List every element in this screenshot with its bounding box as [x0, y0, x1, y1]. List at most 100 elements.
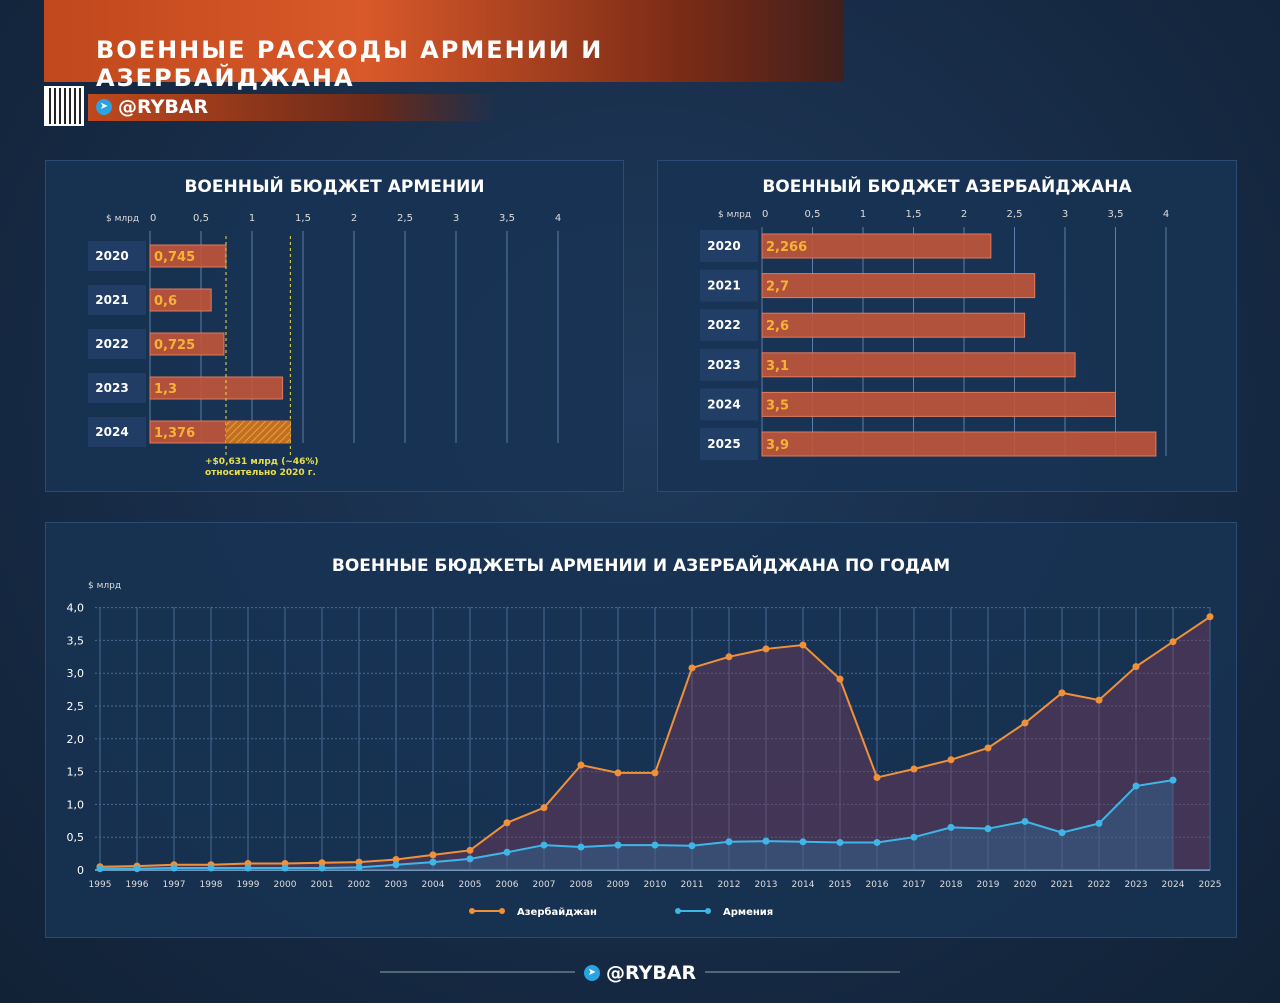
- bar-2021: [149, 288, 212, 312]
- data-point: [947, 823, 955, 831]
- data-point: [170, 864, 178, 872]
- year-cell: [88, 329, 146, 359]
- year-label: 2020: [707, 239, 740, 253]
- x-tick-label: 2019: [977, 880, 1000, 890]
- armenia-chart-title: ВОЕННЫЙ БЮДЖЕТ АРМЕНИИ: [184, 177, 485, 197]
- x-tick-label: 2000: [274, 880, 297, 890]
- value-label: 3,5: [766, 398, 789, 413]
- increase-hatch: [225, 421, 291, 443]
- line-chart-title: ВОЕННЫЕ БЮДЖЕТЫ АРМЕНИИ И АЗЕРБАЙДЖАНА П…: [331, 556, 951, 576]
- annotation-line-1: +$0,631 млрд (~46%): [205, 457, 319, 467]
- value-label: 2,7: [766, 280, 789, 295]
- data-point: [614, 841, 622, 849]
- data-point: [651, 841, 659, 849]
- line-Армения: [100, 779, 1174, 870]
- data-point: [429, 858, 437, 866]
- x-tick-label: 3,5: [499, 213, 515, 224]
- year-cell: [700, 428, 758, 460]
- x-tick-label: 2003: [385, 880, 408, 890]
- year-label: 2025: [707, 437, 740, 451]
- y-tick-label: 3,5: [67, 634, 85, 647]
- data-point: [355, 863, 363, 871]
- data-point: [688, 842, 696, 850]
- year-label: 2023: [95, 381, 128, 395]
- x-tick-label: 3: [1062, 209, 1068, 220]
- page-title: ВОЕННЫЕ РАСХОДЫ АРМЕНИИ И АЗЕРБАЙДЖАНА: [96, 36, 604, 92]
- data-point: [133, 865, 141, 873]
- x-tick-label: 2015: [829, 880, 852, 890]
- x-tick-label: 2016: [866, 880, 889, 890]
- header-banner: ВОЕННЫЕ РАСХОДЫ АРМЕНИИ И АЗЕРБАЙДЖАНА: [44, 0, 844, 92]
- year-label: 2024: [707, 397, 740, 411]
- x-tick-label: 2011: [681, 880, 704, 890]
- x-tick-label: 2001: [311, 880, 334, 890]
- x-tick-label: 2008: [570, 880, 593, 890]
- data-point: [1132, 782, 1140, 790]
- x-tick-label: 1: [860, 209, 866, 220]
- year-label: 2021: [707, 279, 740, 293]
- data-point: [836, 838, 844, 846]
- y-tick-label: 1,0: [67, 798, 85, 811]
- data-point: [503, 819, 511, 827]
- data-point: [392, 856, 400, 864]
- x-tick-label: 0: [150, 213, 156, 224]
- data-point: [984, 825, 992, 833]
- x-tick-label: 3,5: [1108, 209, 1124, 220]
- data-point: [1021, 817, 1029, 825]
- data-point: [207, 864, 215, 872]
- x-tick-label: 1,5: [906, 209, 922, 220]
- data-point: [799, 641, 807, 649]
- x-tick-label: 2013: [755, 880, 778, 890]
- x-tick-label: 2006: [496, 880, 519, 890]
- x-tick-label: 4: [1163, 209, 1169, 220]
- azerbaijan-chart-title: ВОЕННЫЙ БЮДЖЕТ АЗЕРБАЙДЖАНА: [762, 177, 1132, 197]
- legend-marker: [705, 908, 711, 914]
- y-tick-label: 2,0: [67, 733, 85, 746]
- x-tick-label: 2002: [348, 880, 371, 890]
- data-point: [651, 769, 659, 777]
- data-point: [1206, 613, 1214, 621]
- data-point: [688, 664, 696, 672]
- legend-marker: [469, 908, 475, 914]
- data-point: [910, 833, 918, 841]
- value-label: 0,745: [154, 250, 195, 265]
- value-label: 2,266: [766, 240, 807, 255]
- year-label: 2023: [707, 358, 740, 372]
- value-label: 3,1: [766, 359, 789, 374]
- year-cell: [88, 417, 146, 447]
- data-point: [799, 838, 807, 846]
- data-point: [1058, 689, 1066, 697]
- x-tick-label: 2012: [718, 880, 741, 890]
- data-point: [910, 765, 918, 773]
- year-cell: [88, 241, 146, 271]
- telegram-icon: ➤: [96, 99, 112, 115]
- data-point: [1132, 663, 1140, 671]
- x-tick-label: 2022: [1088, 880, 1111, 890]
- data-point: [873, 838, 881, 846]
- year-label: 2020: [95, 249, 128, 263]
- x-tick-label: 2004: [422, 880, 445, 890]
- year-cell: [700, 348, 758, 381]
- data-point: [577, 761, 585, 769]
- data-point: [540, 841, 548, 849]
- bar-2025: [761, 431, 1157, 457]
- data-point: [96, 865, 104, 873]
- year-label: 2022: [95, 337, 128, 351]
- data-point: [577, 843, 585, 851]
- data-point: [762, 837, 770, 845]
- value-label: 3,9: [766, 438, 789, 453]
- x-tick-label: 0,5: [193, 213, 209, 224]
- channel-handle[interactable]: @RYBAR: [118, 96, 209, 118]
- unit-label: $ млрд: [106, 214, 139, 224]
- year-cell: [700, 309, 758, 342]
- y-tick-label: 4,0: [67, 602, 85, 615]
- data-point: [318, 864, 326, 872]
- data-point: [1095, 696, 1103, 704]
- legend-marker: [499, 908, 505, 914]
- x-tick-label: 2025: [1199, 880, 1222, 890]
- bar-2020: [761, 233, 992, 259]
- x-tick-label: 1: [249, 213, 255, 224]
- value-label: 1,3: [154, 382, 177, 397]
- footer-handle[interactable]: @RYBAR: [606, 962, 697, 984]
